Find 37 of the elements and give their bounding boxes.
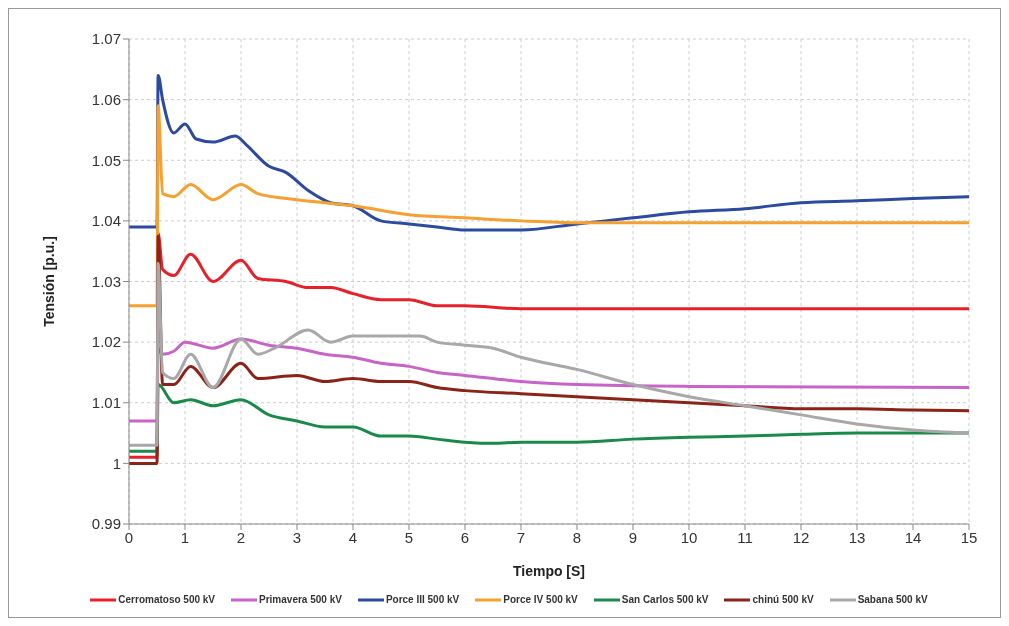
y-tick-label: 1.05 (91, 151, 121, 169)
x-tick-label: 15 (960, 528, 978, 546)
x-tick-label: 10 (680, 528, 698, 546)
x-tick-label: 5 (404, 528, 414, 546)
x-tick-label: 8 (572, 528, 582, 546)
y-tick-label: 1.02 (91, 333, 121, 351)
y-tick-label: 1.06 (91, 90, 121, 108)
legend-label: Cerromatoso 500 kV (117, 594, 216, 605)
legend-label: Porce III 500 kV (384, 594, 460, 605)
x-tick-label: 14 (904, 528, 922, 546)
x-axis-title: Tiempo [S] (512, 563, 586, 579)
y-tick-label: 1.01 (91, 394, 121, 412)
legend-label: Primavera 500 kV (258, 594, 342, 605)
legend-label: Porce IV 500 kV (502, 594, 578, 605)
line-series (129, 383, 969, 453)
legend-label: chinú 500 kV (751, 594, 814, 605)
x-tick-label: 13 (848, 528, 866, 546)
y-axis-title: Tensión [p.u.] (40, 236, 57, 327)
x-tick-label: 12 (792, 528, 810, 546)
x-tick-label: 2 (236, 528, 246, 546)
y-tick-label: 1 (112, 454, 121, 472)
x-tick-label: 4 (348, 528, 358, 546)
legend-label: San Carlos 500 kV (620, 594, 709, 605)
x-tick-label: 3 (292, 528, 302, 546)
x-tick-label: 9 (628, 528, 638, 546)
x-tick-label: 1 (180, 528, 190, 546)
line-series (129, 261, 969, 447)
y-tick-label: 1.04 (91, 212, 121, 230)
line-series (129, 104, 969, 308)
x-tick-label: 7 (516, 528, 526, 546)
legend-label: Sabana 500 kV (856, 594, 928, 605)
y-tick-label: 0.99 (91, 515, 121, 533)
x-tick-label: 11 (737, 528, 753, 546)
y-tick-label: 1.03 (91, 272, 121, 290)
x-tick-label: 0 (124, 528, 134, 546)
x-tick-label: 6 (460, 528, 470, 546)
y-tick-label: 1.07 (91, 30, 121, 48)
